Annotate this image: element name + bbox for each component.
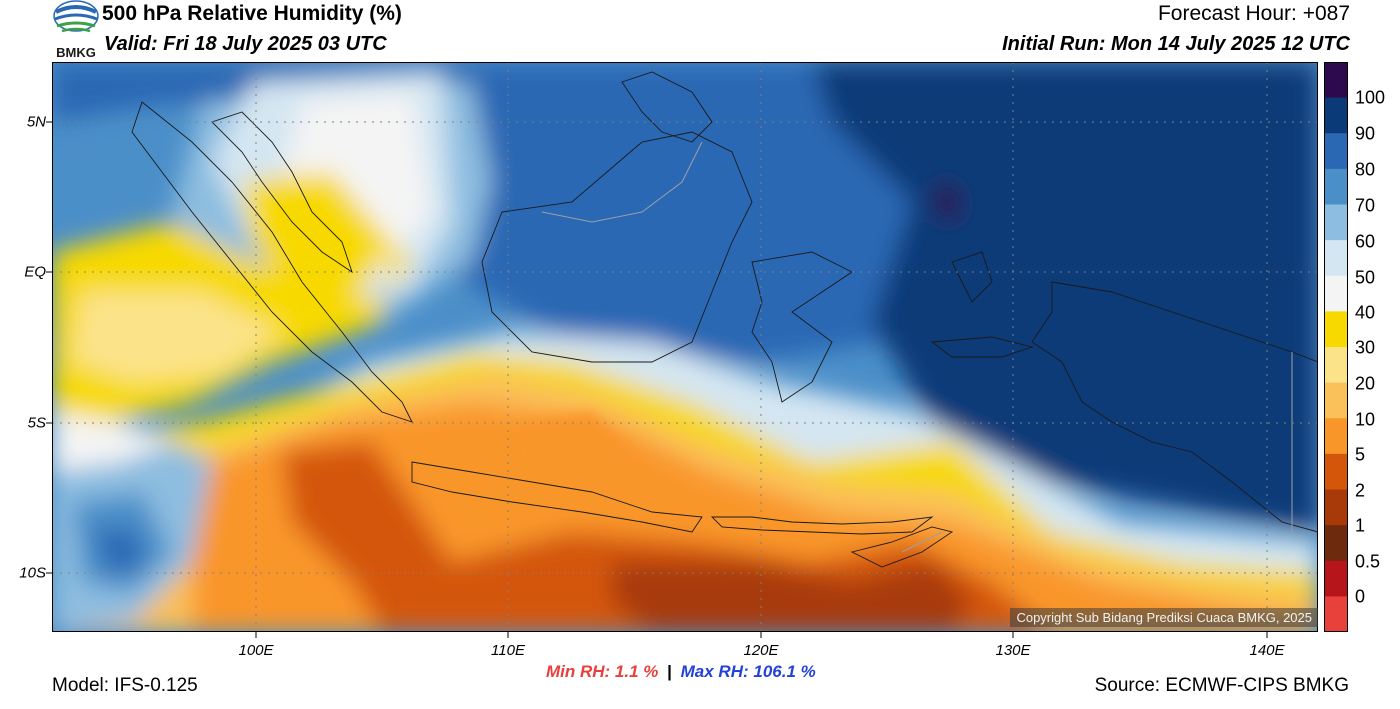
coast-philippines	[621, 71, 713, 143]
colorbar-swatch	[1324, 240, 1348, 277]
field-band-west-white	[52, 412, 172, 472]
field-band-90	[812, 62, 1318, 532]
coast-timor	[850, 526, 954, 568]
colorbar-label: 80	[1355, 159, 1376, 180]
colorbar-label: 60	[1355, 231, 1376, 252]
initial-run: Initial Run: Mon 14 July 2025 12 UTC	[1002, 33, 1350, 55]
colorbar-swatch	[1324, 382, 1348, 419]
chart-title: 500 hPa Relative Humidity (%)	[102, 2, 402, 25]
colorbar-label: 5	[1355, 444, 1366, 465]
colorbar-swatch	[1324, 97, 1348, 134]
stats-separator: |	[667, 662, 672, 681]
colorbar-frame	[1324, 62, 1348, 632]
coast-papua	[1031, 281, 1318, 533]
colorbar-swatch	[1324, 311, 1348, 348]
colorbar-swatch	[1324, 133, 1348, 170]
field-core-10	[512, 412, 632, 482]
colorbar-label: 0	[1355, 586, 1366, 607]
coast-malay	[211, 111, 353, 274]
colorbar-swatch	[1324, 489, 1348, 526]
colorbar-swatch	[1324, 560, 1348, 597]
logo-text: BMKG	[56, 45, 96, 60]
field-band-50b	[252, 332, 1318, 582]
valid-time: Valid: Fri 18 July 2025 03 UTC	[104, 33, 387, 55]
model-name: Model: IFS-0.125	[52, 675, 198, 696]
rh-stats: Min RH: 1.1 % | Max RH: 106.1 %	[546, 662, 816, 682]
max-rh: Max RH: 106.1 %	[680, 662, 816, 681]
coast-halmahera	[951, 251, 993, 303]
colorbar-label: 70	[1355, 195, 1376, 216]
field-band-40b	[242, 172, 392, 292]
colorbar-swatch	[1324, 62, 1348, 99]
colorbar-swatch	[1324, 453, 1348, 491]
colorbar	[1324, 62, 1348, 632]
colorbar-label: 10	[1355, 409, 1376, 430]
colorbar-swatch	[1324, 525, 1348, 562]
borders	[541, 141, 1293, 553]
field-band-2	[612, 562, 972, 632]
colorbar-label: 30	[1355, 337, 1376, 358]
colorbar-swatch	[1324, 204, 1348, 241]
colorbar-label: 90	[1355, 123, 1376, 144]
colorbar-swatch	[1324, 418, 1348, 455]
colorbar-label: 20	[1355, 373, 1376, 394]
lat-label-eq: EQ	[24, 263, 46, 281]
coast-borneo	[481, 131, 753, 363]
field-band-west-80	[92, 527, 147, 577]
colorbar-label: 50	[1355, 267, 1376, 288]
humidity-map	[52, 62, 1318, 632]
colorbar-swatch	[1324, 596, 1348, 632]
coast-nusa	[710, 516, 934, 535]
coast-sumatra	[131, 101, 413, 423]
colorbar-swatch	[1324, 347, 1348, 384]
colorbar-label: 1	[1355, 515, 1366, 536]
border-timor	[901, 531, 943, 553]
map-frame	[52, 62, 1318, 632]
lat-label-5n: 5N	[26, 113, 46, 131]
coast-seram	[930, 336, 1034, 358]
coastlines	[131, 71, 1318, 568]
copyright-notice: Copyright Sub Bidang Prediksi Cuaca BMKG…	[1010, 608, 1318, 627]
coast-java	[411, 461, 703, 533]
colorbar-label: 0.5	[1355, 551, 1381, 572]
lon-label-110e: 110E	[491, 642, 525, 659]
coast-sulawesi	[751, 251, 853, 403]
gridlines	[52, 62, 1318, 632]
bmkg-logo: BMKG	[53, 0, 99, 60]
lon-label-120e: 120E	[743, 642, 779, 659]
field-band-100	[932, 182, 962, 222]
colorbar-label: 40	[1355, 302, 1376, 323]
border-borneo	[541, 141, 703, 223]
colorbar-label: 2	[1355, 480, 1366, 501]
colorbar-swatch	[1324, 168, 1348, 206]
data-source: Source: ECMWF-CIPS BMKG	[1094, 675, 1349, 696]
lon-label-130e: 130E	[995, 642, 1031, 659]
forecast-hour: Forecast Hour: +087	[1157, 2, 1350, 25]
lat-label-5s: 5S	[27, 414, 46, 432]
field-band-20	[72, 292, 282, 382]
lat-label-10s: 10S	[19, 564, 46, 582]
colorbar-swatch	[1324, 275, 1348, 312]
colorbar-label: 100	[1355, 87, 1386, 108]
lon-label-100e: 100E	[238, 642, 274, 659]
lon-label-140e: 140E	[1249, 642, 1285, 659]
min-rh: Min RH: 1.1 %	[546, 662, 659, 681]
